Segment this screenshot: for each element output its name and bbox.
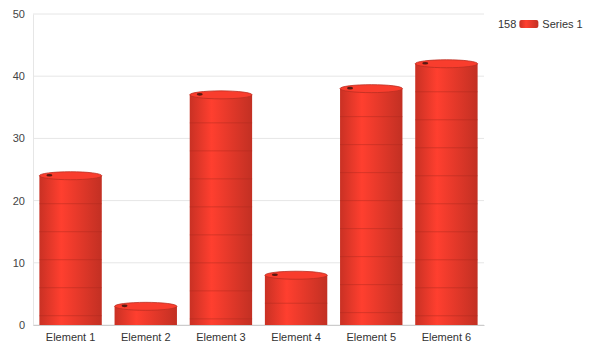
barrel-cap [347, 87, 353, 90]
chart: 01020304050Element 1Element 2Element 3El… [0, 0, 591, 351]
x-tick: Element 4 [271, 325, 321, 343]
barrel-hoop [340, 172, 402, 173]
barrel-top [190, 91, 252, 99]
barrel-cap [46, 174, 52, 177]
y-tick-label: 20 [13, 195, 25, 207]
barrel-hoop [39, 231, 101, 232]
bar [415, 64, 477, 325]
legend-total: 158 [498, 18, 516, 30]
barrel-hoop [190, 178, 252, 179]
barrel-hoop [415, 147, 477, 148]
bar [39, 176, 101, 325]
barrel-hoop [415, 315, 477, 316]
barrel-stack [415, 60, 477, 325]
barrel-hoop [190, 318, 252, 319]
bars [39, 60, 477, 325]
y-tick: 20 [13, 195, 33, 207]
barrel-hoop [415, 231, 477, 232]
barrel-hoop [340, 144, 402, 145]
grid-line [33, 14, 484, 15]
y-axis-line [33, 15, 34, 326]
x-tick: Element 3 [196, 325, 246, 343]
x-tick: Element 6 [422, 325, 472, 343]
barrel-hoop [415, 91, 477, 92]
barrel-hoop [190, 234, 252, 235]
x-tick: Element 5 [346, 325, 396, 343]
barrel-hoop [39, 259, 101, 260]
bar [190, 95, 252, 325]
barrel-top [115, 302, 177, 310]
barrel-hoop [340, 312, 402, 313]
barrel-hoop [415, 119, 477, 120]
barrel-top [39, 172, 101, 180]
barrel-hoop [340, 256, 402, 257]
x-tick-label: Element 2 [121, 331, 171, 343]
barrel-stack [190, 91, 252, 325]
barrel-hoop [340, 200, 402, 201]
barrel-top [415, 60, 477, 68]
y-tick-label: 10 [13, 257, 25, 269]
barrel-hoop [39, 287, 101, 288]
barrel-hoop [190, 122, 252, 123]
legend-label: Series 1 [542, 18, 582, 30]
barrel-hoop [190, 150, 252, 151]
barrel-top [340, 85, 402, 93]
x-tick-label: Element 1 [46, 331, 96, 343]
barrel-cap [122, 305, 128, 308]
x-tick: Element 1 [46, 325, 96, 343]
barrel-stack [39, 172, 101, 325]
barrel-top [265, 271, 327, 279]
x-tick-label: Element 4 [271, 331, 321, 343]
y-tick-label: 30 [13, 132, 25, 144]
y-tick: 30 [13, 132, 33, 144]
barrel-cap [197, 93, 203, 96]
grid [33, 14, 484, 325]
x-tick-label: Element 3 [196, 331, 246, 343]
y-tick: 40 [13, 70, 33, 82]
legend: 158 Series 1 [498, 18, 583, 30]
barrel-hoop [39, 315, 101, 316]
barrel-hoop [190, 262, 252, 263]
legend-swatch [519, 20, 538, 28]
x-tick-label: Element 6 [422, 331, 472, 343]
barrel-cap [422, 62, 428, 65]
y-tick-label: 50 [13, 8, 25, 20]
barrel-hoop [190, 290, 252, 291]
x-tick: Element 2 [121, 325, 171, 343]
barrel-hoop [340, 116, 402, 117]
y-axis: 0 10 20 30 40 50 [13, 8, 34, 331]
barrel-hoop [415, 203, 477, 204]
barrel-hoop [340, 284, 402, 285]
barrel-hoop [415, 287, 477, 288]
y-tick: 0 [19, 319, 33, 331]
x-axis-line [34, 325, 485, 326]
barrel-hoop [415, 175, 477, 176]
barrel-hoop [340, 228, 402, 229]
barrel-hoop [190, 206, 252, 207]
y-tick: 50 [13, 8, 33, 20]
plot: 01020304050Element 1Element 2Element 3El… [13, 8, 485, 343]
barrel-hoop [265, 303, 327, 304]
bar [265, 275, 327, 325]
y-tick-label: 0 [19, 319, 25, 331]
barrel-stack [115, 302, 177, 325]
bar [340, 89, 402, 325]
x-axis: Element 1 Element 2 Element 3 Element 4 Elem… [34, 325, 485, 343]
barrel-stack [340, 85, 402, 325]
barrel-hoop [39, 203, 101, 204]
y-tick-label: 40 [13, 70, 25, 82]
barrel-hoop [415, 259, 477, 260]
y-tick: 10 [13, 257, 33, 269]
barrel-stack [265, 271, 327, 325]
x-tick-label: Element 5 [346, 331, 396, 343]
barrel-cap [272, 273, 278, 276]
